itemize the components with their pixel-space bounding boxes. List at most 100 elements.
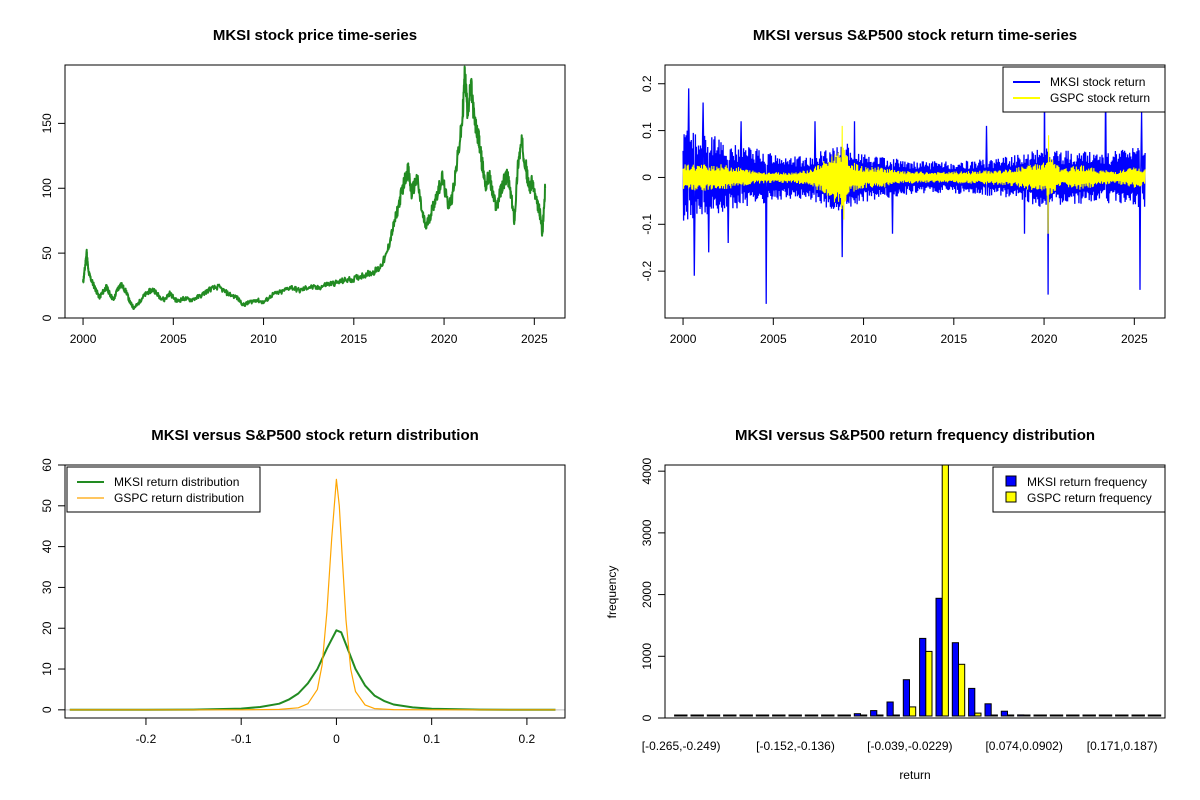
x-tick-label: 2025: [521, 332, 548, 346]
mksi-frequency-bar: [1131, 714, 1139, 717]
gspc-frequency-bar: [762, 714, 770, 717]
mksi-frequency-bar: [886, 701, 894, 717]
return-line-layer: [682, 83, 1146, 304]
y-tick-label: 50: [40, 499, 54, 513]
y-tick-label: 1000: [640, 643, 654, 670]
y-tick-label: 20: [40, 621, 54, 635]
y-tick-label: 0: [40, 706, 54, 713]
frequency-axes: 0 1000 2000 3000 4000 [-0.265,-0.249) [-0.152,…: [640, 458, 1158, 753]
legend-label-mksi: MKSI return frequency: [1027, 475, 1147, 489]
gspc-frequency-bar: [811, 714, 819, 717]
mksi-frequency-bar: [1033, 714, 1041, 717]
gspc-frequency-bar: [794, 714, 802, 717]
legend-box: [992, 466, 1166, 513]
gspc-frequency-bar: [1023, 714, 1031, 717]
x-tick-label: [0.074,0.0902): [985, 739, 1062, 753]
panel-title: MKSI stock price time-series: [213, 27, 417, 44]
mksi-frequency-bar: [951, 642, 959, 717]
plot-frame: [64, 64, 566, 319]
mksi-frequency-bar: [804, 714, 812, 717]
x-tick-label: -0.1: [231, 732, 252, 746]
mksi-frequency-bar: [739, 714, 747, 717]
mksi-frequency-bar: [1066, 714, 1074, 717]
x-tick-label: 0.2: [519, 732, 536, 746]
gspc-frequency-bar: [1105, 714, 1113, 717]
x-tick-label: -0.2: [136, 732, 157, 746]
gspc-frequency-bar: [680, 714, 688, 717]
x-tick-label: 2010: [850, 332, 877, 346]
y-tick-label: 30: [40, 580, 54, 594]
frequency-bar-layer: [674, 464, 1162, 717]
plot-frame: [64, 464, 566, 719]
panel-title: MKSI versus S&P500 stock return distribu…: [151, 427, 479, 444]
y-tick-label: 60: [40, 458, 54, 472]
gspc-frequency-bar: [1121, 714, 1129, 717]
mksi-frequency-bar: [968, 687, 976, 717]
gspc-frequency-bar: [1007, 714, 1015, 717]
gspc-frequency-bar: [713, 714, 721, 717]
x-tick-label: 2005: [760, 332, 787, 346]
gspc-frequency-bar: [745, 714, 753, 717]
gspc-frequency-bar: [696, 714, 704, 717]
gspc-frequency-bar: [860, 714, 868, 717]
x-tick-label: [-0.039,-0.0229): [867, 739, 952, 753]
gspc-density-line: [69, 478, 556, 711]
legend-box: [66, 466, 261, 513]
gspc-frequency-bar: [1056, 714, 1064, 717]
mksi-frequency-bar: [919, 637, 927, 717]
mksi-frequency-bar: [723, 714, 731, 717]
gspc-frequency-bar: [1072, 714, 1080, 717]
y-tick-label: 2000: [640, 581, 654, 608]
mksi-frequency-bar: [1017, 714, 1025, 717]
y-tick-label: 0.2: [640, 75, 654, 92]
gspc-frequency-bar: [941, 464, 949, 717]
mksi-frequency-bar: [837, 714, 845, 717]
gspc-frequency-bar: [990, 714, 998, 717]
y-tick-label: 0: [640, 714, 654, 721]
mksi-frequency-bar: [706, 714, 714, 717]
mksi-frequency-bar: [674, 714, 682, 717]
gspc-frequency-bar: [892, 714, 900, 717]
return-density-panel: MKSI versus S&P500 stock return distribu…: [40, 427, 566, 746]
y-tick-label: 150: [40, 113, 54, 133]
legend-label-gspc: GSPC return frequency: [1027, 491, 1152, 505]
plot-frame: [664, 64, 1166, 319]
mksi-frequency-bar: [1000, 710, 1008, 717]
density-line-layer: [65, 478, 565, 711]
mksi-frequency-bar: [1082, 714, 1090, 717]
x-tick-label: 2015: [940, 332, 967, 346]
price-series-line: [82, 65, 547, 310]
legend-label-mksi: MKSI return distribution: [114, 475, 239, 489]
gspc-frequency-bar: [958, 663, 966, 717]
price-timeseries-panel: MKSI stock price time-series 2000 2005 201…: [40, 27, 566, 346]
price-line-layer: [82, 65, 547, 310]
legend-label-gspc: GSPC stock return: [1050, 91, 1150, 105]
return-frequency-panel: MKSI versus S&P500 return frequency dist…: [605, 427, 1166, 782]
plot-frame: [664, 464, 1166, 719]
density-legend: MKSI return distribution GSPC return dis…: [66, 466, 261, 513]
mksi-frequency-bar: [788, 714, 796, 717]
y-tick-label: 4000: [640, 458, 654, 485]
panel-title: MKSI versus S&P500 return frequency dist…: [735, 427, 1095, 444]
y-tick-label: 3000: [640, 519, 654, 546]
gspc-frequency-bar: [974, 712, 982, 717]
mksi-frequency-bar: [853, 713, 861, 717]
mksi-density-line: [69, 629, 556, 711]
mksi-frequency-bar: [1049, 714, 1058, 717]
legend-swatch-gspc: [1005, 491, 1017, 503]
y-tick-label: -0.2: [640, 260, 654, 281]
x-tick-label: 2020: [1031, 332, 1058, 346]
x-tick-label: 0: [333, 732, 340, 746]
panel-title: MKSI versus S&P500 stock return time-ser…: [753, 27, 1077, 44]
mksi-frequency-bar: [821, 714, 829, 717]
mksi-frequency-bar: [870, 710, 878, 717]
gspc-frequency-bar: [1088, 714, 1096, 717]
x-tick-label: 2000: [70, 332, 97, 346]
return-legend: MKSI stock return GSPC stock return: [1002, 66, 1166, 113]
x-tick-label: 2010: [250, 332, 277, 346]
mksi-frequency-bar: [984, 703, 992, 717]
x-tick-label: [0.171,0.187): [1087, 739, 1158, 753]
gspc-frequency-bar: [729, 714, 737, 717]
